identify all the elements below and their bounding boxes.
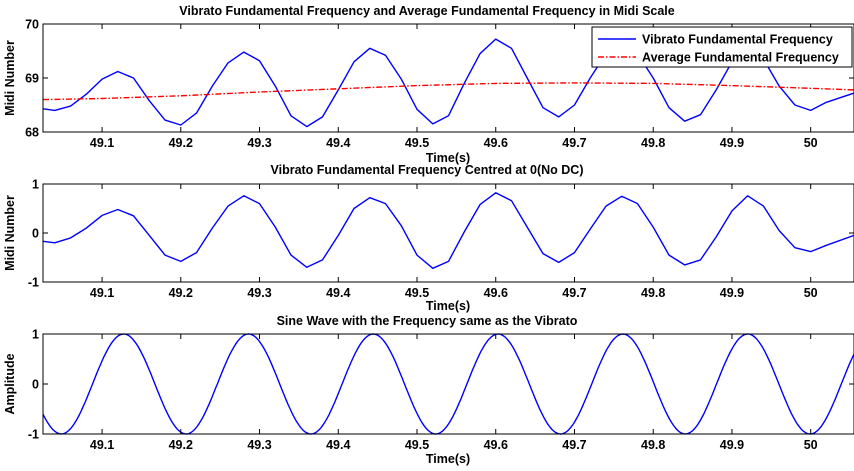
x-tick-label: 49.6 — [484, 286, 508, 300]
x-tick-label: 49.1 — [90, 286, 114, 300]
y-tick-label: 1 — [32, 178, 39, 192]
x-axis-label: Time(s) — [426, 452, 470, 466]
x-tick-label: 49.2 — [169, 286, 193, 300]
y-axis-label: Midi Number — [3, 195, 17, 271]
x-tick-label: 49.4 — [326, 136, 350, 150]
x-tick-label: 49.8 — [641, 286, 665, 300]
x-tick-label: 49.1 — [90, 136, 114, 150]
y-tick-label: 69 — [25, 72, 39, 86]
x-tick-label: 49.9 — [720, 438, 744, 452]
series-line-2 — [42, 82, 854, 101]
y-tick-label: 0 — [32, 378, 39, 392]
y-tick-label: -1 — [28, 276, 39, 290]
x-tick-label: 49.4 — [326, 286, 350, 300]
legend-entry: Vibrato Fundamental Frequency — [642, 33, 833, 47]
y-axis-label: Midi Number — [3, 40, 17, 116]
x-tick-label: 49.7 — [562, 136, 586, 150]
x-tick-label: 49.6 — [484, 136, 508, 150]
x-axis-label: Time(s) — [426, 299, 470, 313]
x-tick-label: 50 — [804, 438, 818, 452]
plot-area-frame — [42, 183, 854, 283]
x-tick-label: 49.1 — [90, 438, 114, 452]
chart-title: Vibrato Fundamental Frequency Centred at… — [270, 163, 583, 177]
x-tick-label: 49.5 — [405, 286, 429, 300]
x-tick-label: 49.5 — [405, 438, 429, 452]
x-tick-label: 49.3 — [247, 136, 271, 150]
x-tick-label: 49.7 — [562, 286, 586, 300]
x-tick-label: 49.9 — [720, 286, 744, 300]
chart-panel-3: Sine Wave with the Frequency same as the… — [3, 314, 854, 466]
series-line-1 — [42, 333, 854, 435]
legend-entry: Average Fundamental Frequency — [642, 51, 839, 65]
chart-panel-2: Vibrato Fundamental Frequency Centred at… — [3, 163, 854, 313]
legend: Vibrato Fundamental Frequency Average Fun… — [591, 26, 853, 68]
y-tick-label: -1 — [28, 428, 39, 442]
x-tick-label: 49.2 — [169, 136, 193, 150]
x-tick-label: 49.4 — [326, 438, 350, 452]
x-tick-label: 49.7 — [562, 438, 586, 452]
series-line-1 — [42, 192, 854, 269]
x-tick-label: 49.6 — [484, 438, 508, 452]
y-axis-label: Amplitude — [3, 353, 17, 414]
x-tick-label: 50 — [804, 136, 818, 150]
x-tick-label: 49.3 — [247, 286, 271, 300]
x-tick-label: 49.9 — [720, 136, 744, 150]
chart-title: Sine Wave with the Frequency same as the… — [277, 314, 578, 328]
x-tick-label: 49.3 — [247, 438, 271, 452]
x-tick-label: 49.8 — [641, 136, 665, 150]
chart-panel-1: Vibrato Fundamental Frequency and Averag… — [3, 4, 854, 165]
series-line-1 — [42, 38, 854, 128]
y-tick-label: 0 — [32, 227, 39, 241]
y-tick-label: 68 — [25, 126, 39, 140]
x-tick-label: 49.2 — [169, 438, 193, 452]
chart-title: Vibrato Fundamental Frequency and Averag… — [179, 4, 675, 18]
x-axis-label: Time(s) — [426, 151, 470, 165]
x-tick-label: 49.5 — [405, 136, 429, 150]
y-tick-label: 70 — [25, 18, 39, 32]
y-tick-label: 1 — [32, 328, 39, 342]
x-tick-label: 49.8 — [641, 438, 665, 452]
legend-box — [591, 26, 853, 68]
x-tick-label: 50 — [804, 286, 818, 300]
